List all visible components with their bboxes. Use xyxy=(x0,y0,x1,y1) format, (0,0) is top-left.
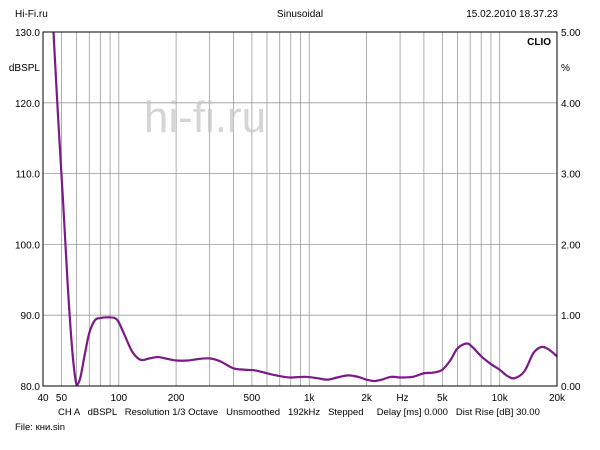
watermark: hi-fi.ru xyxy=(144,93,266,142)
stepping-label: Stepped xyxy=(328,407,364,418)
axis-ticks: 40 50 100 200 500 1k 2k 5k 10k 20k Hz 80.0 90.0 100.0… xyxy=(9,28,581,404)
x-tick-label: 100 xyxy=(110,393,127,404)
dist-rise-label: Dist Rise [dB] 30.00 xyxy=(455,407,540,418)
x-tick-label: 10k xyxy=(492,393,509,404)
x-tick-label: 2k xyxy=(361,393,373,404)
x-tick-label: 20k xyxy=(549,393,566,404)
plot-frame xyxy=(42,31,558,387)
y-tick-label: 90.0 xyxy=(21,311,41,322)
channel-label: CH A xyxy=(58,407,80,418)
watermark-logo: hi-fi.ru xyxy=(144,93,266,142)
x-tick-label: 5k xyxy=(437,393,449,404)
x-tick-label: 1k xyxy=(304,393,316,404)
response-curve xyxy=(52,32,557,386)
y-tick-label: 110.0 xyxy=(16,170,41,181)
file-name: File: кни.sin xyxy=(15,422,66,433)
y2-tick-label: 1.00 xyxy=(561,311,581,322)
clio-logo: CLIO xyxy=(527,37,551,48)
x-tick-label: 200 xyxy=(168,393,185,404)
x-tick-label: 50 xyxy=(56,393,68,404)
y-tick-label: 120.0 xyxy=(15,99,40,110)
x-tick-label: 40 xyxy=(37,393,49,404)
response-series xyxy=(52,32,557,386)
y2-tick-label: 3.00 xyxy=(561,170,581,181)
measurement-settings: CH A dBSPL Resolution 1/3 Octave Unsmoot… xyxy=(58,407,540,418)
x-tick-label: 500 xyxy=(244,393,261,404)
y-axis-label: dBSPL xyxy=(9,63,41,74)
y2-tick-label: 5.00 xyxy=(561,28,581,39)
x-axis-label: Hz xyxy=(396,393,408,404)
y2-tick-label: 4.00 xyxy=(561,99,581,110)
y-tick-label: 130.0 xyxy=(15,28,40,39)
y2-tick-label: 2.00 xyxy=(561,240,581,251)
delay-label: Delay [ms] 0.000 xyxy=(376,407,448,418)
measurement-datetime: 15.02.2010 18.37.23 xyxy=(466,9,558,20)
y2-tick-label: 0.00 xyxy=(561,382,581,393)
measurement-mode: Sinusoidal xyxy=(276,9,324,20)
y-tick-label: 80.0 xyxy=(21,382,41,393)
chart-grid xyxy=(43,32,557,386)
sample-rate-label: 192kHz xyxy=(287,407,321,418)
resolution-label: Resolution 1/3 Octave xyxy=(124,407,219,418)
y2-axis-label: % xyxy=(561,63,570,74)
smoothing-label: Unsmoothed xyxy=(226,407,281,418)
y-tick-label: 100.0 xyxy=(15,240,40,251)
site-name: Hi-Fi.ru xyxy=(15,9,48,20)
unit-label: dBSPL xyxy=(87,407,117,418)
